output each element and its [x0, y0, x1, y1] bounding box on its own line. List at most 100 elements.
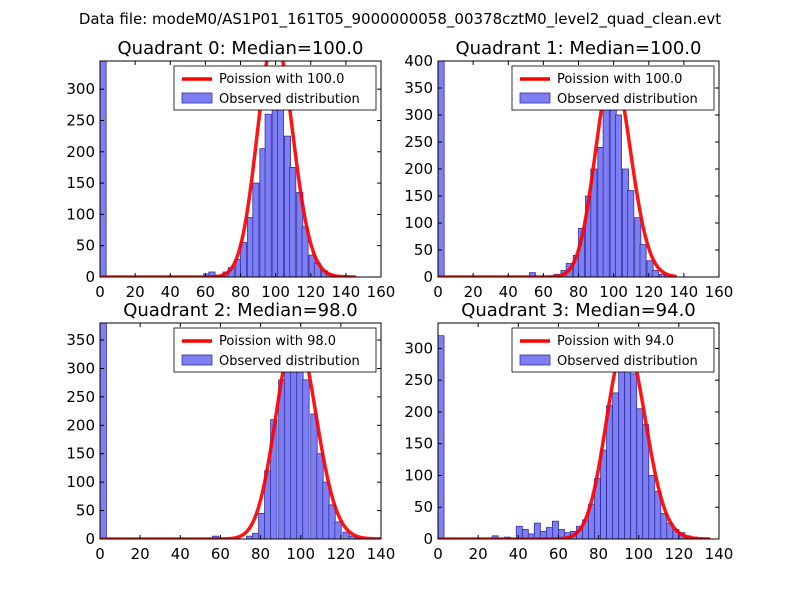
y-tick-label: 350 — [66, 331, 95, 349]
y-tick-label: 50 — [414, 241, 433, 259]
legend-label-poisson: Poission with 100.0 — [557, 72, 682, 87]
histogram-bar — [252, 532, 260, 539]
legend-bar-swatch — [181, 354, 213, 366]
x-tick-label: 0 — [95, 545, 105, 563]
subplot-quadrant-3: 0 20 40 60 80 100 120 140 0 50 100 150 200 250 300 Quad… — [404, 300, 733, 563]
y-tick-label: 100 — [404, 466, 433, 484]
histogram-bar — [630, 373, 638, 539]
axes-frame-3 — [437, 322, 720, 540]
subplots-grid: 0 20 40 60 80 100 120 140 160050100150200250300Q… — [66, 38, 733, 563]
y-tick-label: 250 — [404, 133, 433, 151]
histogram-bar — [100, 323, 107, 539]
y-tick-label: 300 — [404, 106, 433, 124]
histogram-bar — [328, 504, 336, 539]
histogram-bar — [100, 61, 107, 277]
histogram-bar — [316, 453, 324, 539]
plot-data-2 — [100, 323, 381, 539]
figure-suptitle: Data file: modeM0/AS1P01_161T05_90000000… — [79, 10, 721, 29]
y-tick-label: 0 — [423, 268, 433, 286]
x-tick-label: 80 — [251, 545, 270, 563]
x-tick-label: 40 — [171, 545, 190, 563]
y-tick-label: 0 — [85, 530, 95, 548]
x-tick-label: 160 — [705, 283, 734, 301]
x-tick-label: 140 — [705, 545, 734, 563]
subplot-quadrant-2: 0 20 40 60 80 100 120 140 0 50 100 150 200 250 300 350 Q… — [66, 300, 395, 563]
legend-bar-swatch — [519, 92, 551, 104]
x-tick-label: 0 — [433, 283, 443, 301]
x-tick-label: 80 — [589, 545, 608, 563]
y-tick-label: 200 — [404, 160, 433, 178]
y-tick-label: 150 — [404, 435, 433, 453]
x-tick-label: 140 — [670, 283, 699, 301]
legend-label-observed: Observed distribution — [557, 354, 698, 369]
x-tick-label: 0 — [433, 545, 443, 563]
x-tick-label: 160 — [367, 283, 396, 301]
x-tick-label: 140 — [367, 545, 396, 563]
y-tick-label: 100 — [66, 205, 95, 223]
y-tick-label: 100 — [66, 473, 95, 491]
y-tick-label: 0 — [85, 268, 95, 286]
legend-label-observed: Observed distribution — [219, 92, 360, 107]
x-tick-label: 140 — [332, 283, 361, 301]
histogram-bar — [602, 98, 610, 277]
histogram-bar — [600, 449, 607, 539]
y-tick-label: 150 — [66, 174, 95, 192]
y-tick-label: 400 — [404, 52, 433, 70]
legend-bar-swatch — [181, 92, 213, 104]
x-tick-label: 40 — [499, 283, 518, 301]
poisson-curve — [100, 61, 357, 277]
y-tick-label: 300 — [66, 80, 95, 98]
histogram-bar — [651, 270, 659, 277]
y-tick-label: 50 — [414, 498, 433, 516]
x-tick-label: 20 — [131, 545, 150, 563]
histogram-bar — [290, 345, 298, 539]
x-tick-label: 40 — [161, 283, 180, 301]
subplot-quadrant-0: 0 20 40 60 80 100 120 140 160 0 50 100 150 200 250 300 Q… — [66, 38, 396, 301]
subplot-title: Quadrant 2: Median=98.0 — [123, 300, 358, 321]
y-tick-label: 350 — [404, 79, 433, 97]
legend-label-poisson: Poission with 98.0 — [219, 334, 336, 349]
subplot-quadrant-1: 0 20 40 60 80 100 120 140 160 0 50 100 150 200 250 300 3… — [404, 38, 733, 301]
legend-label-observed: Observed distribution — [219, 354, 360, 369]
histogram-bar — [606, 405, 614, 539]
histogram-bar — [310, 413, 318, 539]
subplot-title: Quadrant 1: Median=100.0 — [456, 38, 702, 59]
x-tick-label: 20 — [469, 545, 488, 563]
y-tick-label: 50 — [76, 237, 95, 255]
x-tick-label: 60 — [534, 283, 553, 301]
y-tick-label: 250 — [66, 111, 95, 129]
histogram-bar — [296, 362, 304, 539]
x-tick-label: 80 — [569, 283, 588, 301]
poisson-curve — [438, 68, 677, 277]
y-tick-label: 150 — [404, 187, 433, 205]
x-tick-label: 60 — [196, 283, 215, 301]
poisson-curve — [438, 341, 711, 539]
histogram-bar — [614, 114, 622, 277]
histogram-bar — [636, 408, 644, 539]
histogram-bar — [612, 392, 620, 539]
subplot-title: Quadrant 0: Median=100.0 — [118, 38, 364, 59]
y-tick-label: 0 — [423, 530, 433, 548]
histogram-bar — [438, 335, 445, 539]
poisson-curve — [100, 331, 381, 539]
x-tick-label: 40 — [509, 545, 528, 563]
legend-bar-swatch — [519, 354, 551, 366]
y-tick-label: 200 — [66, 143, 95, 161]
histogram-bar — [278, 379, 286, 539]
y-tick-label: 100 — [404, 214, 433, 232]
axes-frame-2 — [99, 322, 382, 540]
x-tick-label: 100 — [286, 545, 315, 563]
histogram-bar — [258, 513, 266, 539]
y-tick-label: 300 — [404, 339, 433, 357]
x-tick-label: 100 — [261, 283, 290, 301]
legend-label-poisson: Poission with 94.0 — [557, 334, 674, 349]
x-tick-label: 60 — [549, 545, 568, 563]
histogram-bar — [552, 520, 559, 539]
plot-data-0 — [100, 61, 357, 277]
histogram-bar — [264, 113, 272, 277]
y-tick-label: 200 — [404, 403, 433, 421]
x-tick-label: 80 — [231, 283, 250, 301]
x-tick-label: 100 — [599, 283, 628, 301]
histogram-bar — [639, 244, 647, 277]
